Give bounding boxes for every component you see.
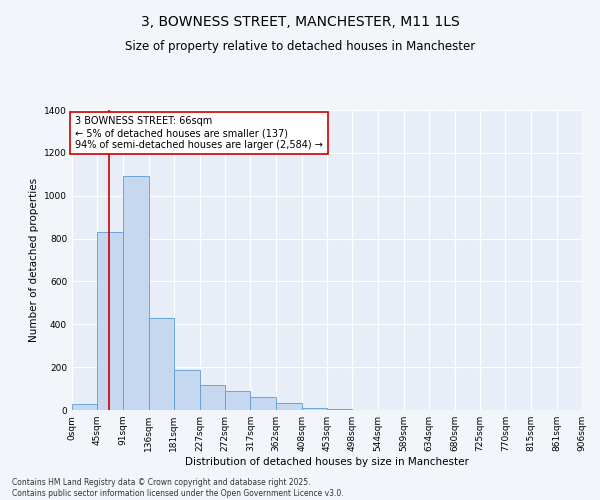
Bar	[123, 176, 149, 410]
Bar	[97, 232, 123, 410]
Y-axis label: Number of detached properties: Number of detached properties	[29, 178, 38, 342]
Text: 3 BOWNESS STREET: 66sqm
← 5% of detached houses are smaller (137)
94% of semi-de: 3 BOWNESS STREET: 66sqm ← 5% of detached…	[75, 116, 323, 150]
Bar	[200, 386, 225, 410]
Bar	[225, 390, 250, 410]
Bar	[302, 408, 327, 410]
Text: 3, BOWNESS STREET, MANCHESTER, M11 1LS: 3, BOWNESS STREET, MANCHESTER, M11 1LS	[140, 15, 460, 29]
Bar	[250, 397, 276, 410]
Bar	[72, 404, 97, 410]
Bar	[276, 402, 302, 410]
Bar	[174, 370, 200, 410]
Bar	[327, 409, 352, 410]
X-axis label: Distribution of detached houses by size in Manchester: Distribution of detached houses by size …	[185, 457, 469, 467]
Text: Contains HM Land Registry data © Crown copyright and database right 2025.
Contai: Contains HM Land Registry data © Crown c…	[12, 478, 344, 498]
Bar	[149, 318, 174, 410]
Text: Size of property relative to detached houses in Manchester: Size of property relative to detached ho…	[125, 40, 475, 53]
